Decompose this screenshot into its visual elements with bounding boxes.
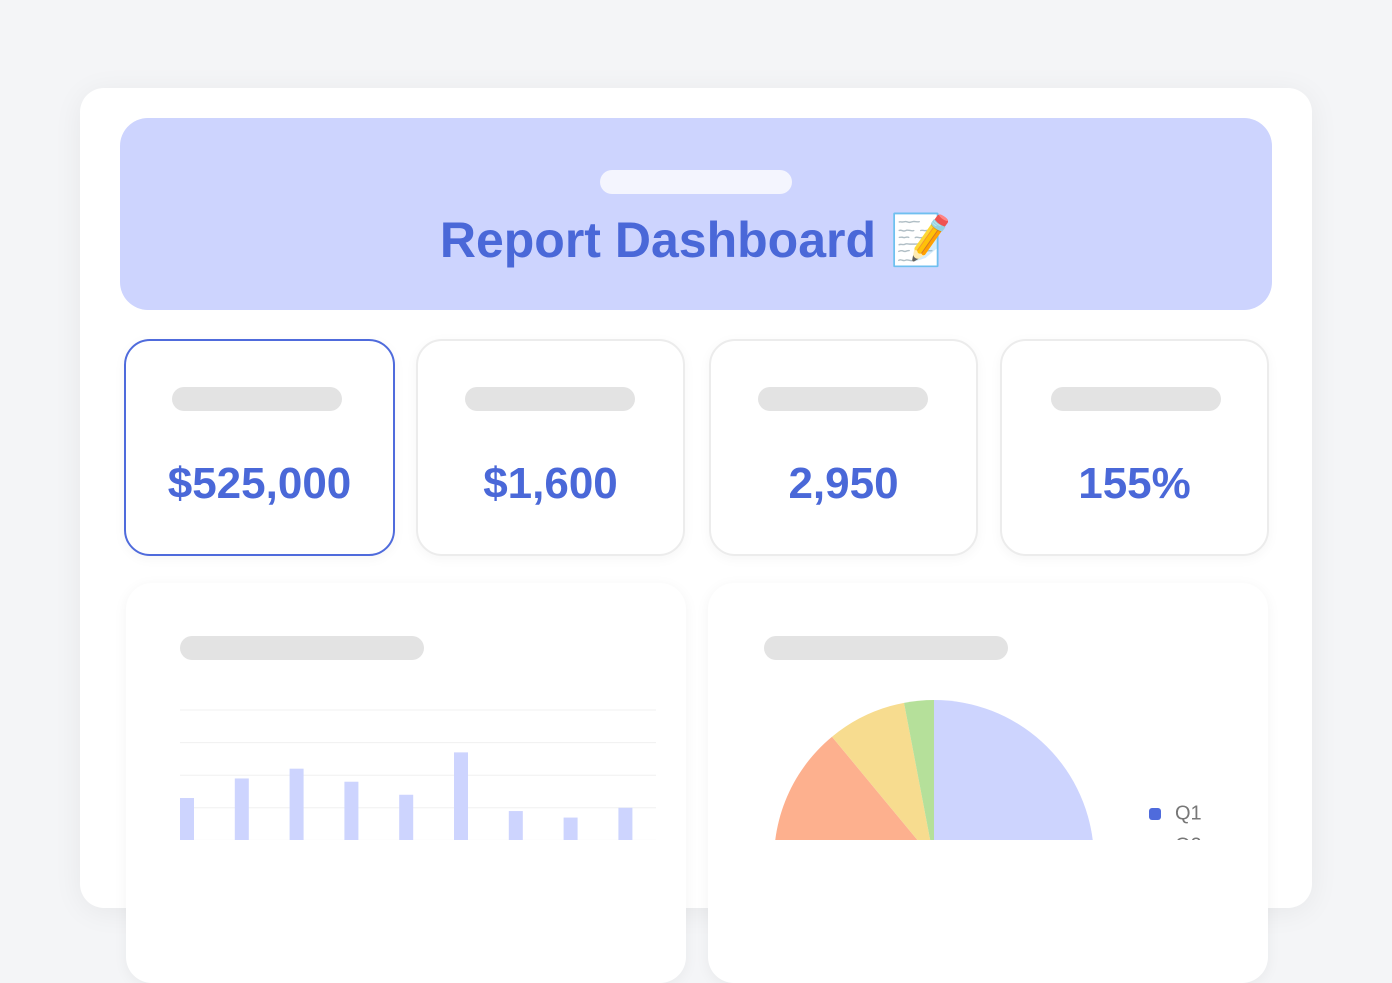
kpi-card[interactable]: 2,950 — [709, 339, 978, 556]
page: Report Dashboard 📝 $525,000 $1,600 2,950… — [80, 88, 1312, 983]
header-placeholder — [600, 170, 792, 194]
kpi-card[interactable]: 155% — [1000, 339, 1269, 556]
legend-label: Q2 — [1175, 834, 1202, 840]
label-placeholder — [1051, 387, 1221, 411]
legend-label: Q1 — [1175, 802, 1202, 824]
bar — [508, 811, 523, 840]
bar — [399, 794, 414, 840]
legend-swatch — [1149, 808, 1161, 820]
label-placeholder — [465, 387, 635, 411]
bar — [618, 807, 633, 840]
label-placeholder — [758, 387, 928, 411]
kpi-value: 155% — [1078, 459, 1191, 508]
chart-title-placeholder — [180, 636, 424, 660]
pie-slice — [832, 702, 931, 840]
kpi-value: 2,950 — [788, 459, 899, 508]
bar — [563, 817, 578, 840]
chart-title-placeholder — [764, 636, 1008, 660]
bar — [180, 798, 194, 840]
bar — [344, 781, 359, 840]
bar — [289, 768, 304, 840]
pie-slice — [934, 700, 1093, 840]
bar — [234, 778, 249, 840]
kpi-card[interactable]: $525,000 — [124, 339, 395, 556]
kpi-card[interactable]: $1,600 — [416, 339, 685, 556]
dashboard-title: Report Dashboard 📝 — [439, 212, 953, 268]
charts: Q1 Q2 — [180, 700, 1202, 840]
label-placeholder — [172, 387, 342, 411]
header — [120, 118, 1272, 310]
kpi-value: $1,600 — [483, 459, 618, 508]
pie-slice — [904, 700, 934, 840]
kpi-value: $525,000 — [167, 459, 352, 508]
bar — [454, 752, 468, 840]
pie-slice — [775, 736, 918, 840]
